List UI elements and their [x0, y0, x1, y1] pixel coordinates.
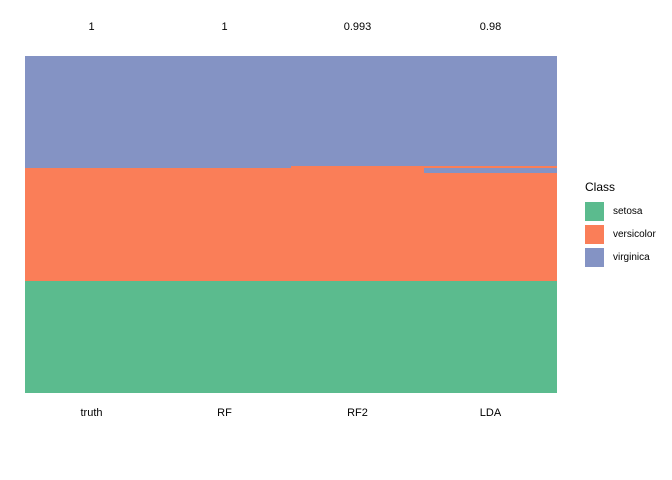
legend-items: setosa versicolor virginica	[585, 202, 672, 267]
x-axis-label-truth: truth	[80, 407, 103, 419]
legend-item-setosa: setosa	[585, 202, 672, 221]
legend-item-versicolor: versicolor	[585, 225, 672, 244]
legend-title: Class	[585, 180, 616, 194]
segment-RF2-versicolor	[291, 166, 424, 281]
accuracy-label-truth: 1	[88, 21, 95, 33]
legend: Class setosa versicolor virginica	[585, 180, 672, 267]
x-axis-labels-row: truth RF RF2 LDA	[25, 406, 557, 421]
segment-truth-versicolor	[25, 168, 158, 281]
segment-truth-virginica	[25, 56, 158, 169]
segment-RF-versicolor	[158, 168, 291, 281]
x-axis-label-lda: LDA	[479, 407, 502, 419]
column-LDA	[424, 56, 557, 394]
legend-label-setosa: setosa	[613, 205, 643, 217]
segment-LDA-setosa	[424, 280, 557, 394]
segment-LDA-virginica	[424, 168, 557, 173]
accuracy-label-lda: 0.98	[479, 21, 502, 33]
segment-RF-virginica	[158, 56, 291, 169]
segment-truth-setosa	[25, 280, 158, 393]
setosa-swatch-icon	[585, 202, 604, 221]
accuracy-labels-row: 1 1 0.993 0.98	[25, 20, 557, 35]
segment-LDA-virginica	[424, 56, 557, 167]
accuracy-label-rf: 1	[221, 21, 228, 33]
column-truth	[25, 56, 158, 393]
segment-LDA-versicolor	[424, 172, 557, 281]
legend-label-versicolor: versicolor	[613, 228, 656, 240]
segment-LDA-versicolor	[424, 166, 557, 169]
legend-item-virginica: virginica	[585, 248, 672, 267]
virginica-swatch-icon	[585, 248, 604, 267]
segment-RF-setosa	[158, 280, 291, 393]
x-axis-label-rf2: RF2	[347, 407, 368, 419]
x-axis-label-rf: RF	[217, 407, 232, 419]
accuracy-label-rf2: 0.993	[343, 21, 372, 33]
column-RF	[158, 56, 291, 393]
segment-RF2-setosa	[291, 280, 424, 393]
legend-label-virginica: virginica	[613, 251, 650, 263]
plot-area	[25, 56, 557, 394]
segment-RF2-virginica	[291, 56, 424, 167]
column-RF2	[291, 56, 424, 393]
versicolor-swatch-icon	[585, 225, 604, 244]
